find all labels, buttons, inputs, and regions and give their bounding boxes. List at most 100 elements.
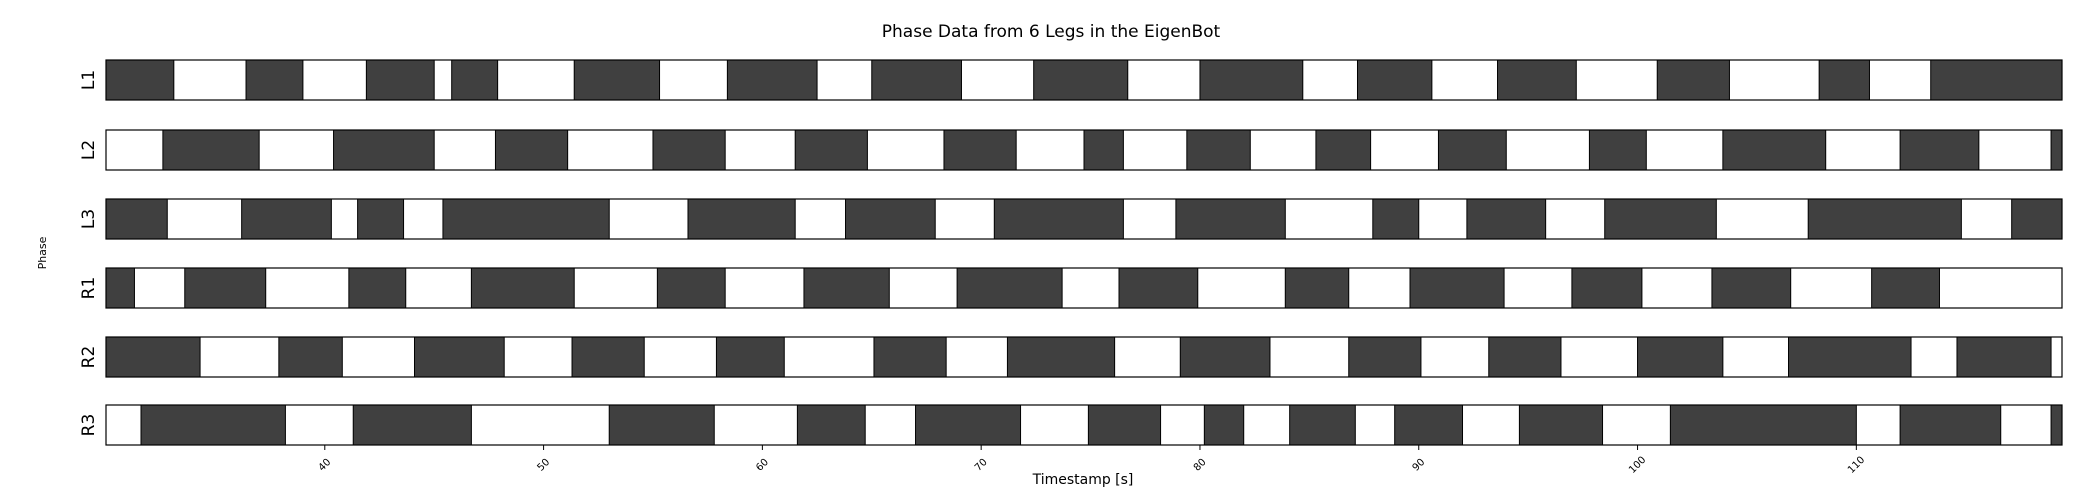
stance-segment xyxy=(1203,404,1245,446)
x-tick-label: 40 xyxy=(317,457,334,474)
stance-segment xyxy=(1315,129,1372,171)
stance-segment xyxy=(1788,336,1912,378)
stance-segment xyxy=(1956,336,2052,378)
leg-label: R1 xyxy=(79,277,99,300)
stance-segment xyxy=(1199,59,1304,101)
stance-segment xyxy=(348,267,407,309)
stance-segment xyxy=(1722,129,1827,171)
stance-segment xyxy=(105,198,168,240)
leg-label: L3 xyxy=(79,209,99,229)
leg-row-r3: R3 xyxy=(79,404,2063,446)
stance-segment xyxy=(1656,59,1730,101)
stance-segment xyxy=(1284,267,1350,309)
stance-segment xyxy=(357,198,405,240)
stance-segment xyxy=(726,59,818,101)
stance-segment xyxy=(1818,59,1870,101)
stance-segment xyxy=(1356,59,1433,101)
stance-segment xyxy=(1348,336,1422,378)
stance-segment xyxy=(1711,267,1792,309)
stance-segment xyxy=(184,267,267,309)
stance-segment xyxy=(1175,198,1286,240)
stance-segment xyxy=(687,198,796,240)
stance-segment xyxy=(956,267,1063,309)
stance-segment xyxy=(1179,336,1271,378)
stance-segment xyxy=(1118,267,1199,309)
stance-segment xyxy=(245,59,304,101)
stance-segment xyxy=(1394,404,1464,446)
stance-segment xyxy=(1006,336,1116,378)
stance-segment xyxy=(652,129,726,171)
stance-segment xyxy=(494,129,569,171)
stance-segment xyxy=(1372,198,1420,240)
row-frame xyxy=(105,198,2063,240)
stance-segment xyxy=(845,198,936,240)
x-axis-label: Timestamp [s] xyxy=(1032,472,1134,488)
stance-segment xyxy=(656,267,726,309)
stance-segment xyxy=(1087,404,1162,446)
stance-segment xyxy=(571,336,645,378)
row-frame xyxy=(105,267,2063,309)
stance-segment xyxy=(715,336,785,378)
stance-segment xyxy=(1899,129,1980,171)
stance-segment xyxy=(1637,336,1724,378)
stance-segment xyxy=(873,336,947,378)
stance-segment xyxy=(333,129,435,171)
stance-segment xyxy=(943,129,1017,171)
row-frame xyxy=(105,59,2063,101)
x-tick-label: 50 xyxy=(535,457,552,474)
stance-segment xyxy=(1488,336,1562,378)
stance-segment xyxy=(470,267,575,309)
x-tick-label: 100 xyxy=(1627,455,1648,476)
stance-segment xyxy=(1083,129,1124,171)
leg-row-r2: R2 xyxy=(79,336,2063,378)
x-tick-label: 70 xyxy=(973,457,990,474)
chart-title: Phase Data from 6 Legs in the EigenBot xyxy=(882,22,1221,42)
leg-row-l1: L1 xyxy=(79,59,2063,101)
stance-segment xyxy=(1899,404,2002,446)
stance-segment xyxy=(1930,59,2063,101)
stance-segment xyxy=(915,404,1022,446)
stance-segment xyxy=(140,404,286,446)
leg-row-l2: L2 xyxy=(79,129,2063,171)
stance-segment xyxy=(241,198,332,240)
stance-segment xyxy=(1571,267,1643,309)
y-axis-label: Phase xyxy=(36,236,49,269)
stance-segment xyxy=(796,404,866,446)
stance-segment xyxy=(105,336,201,378)
stance-segment xyxy=(794,129,868,171)
leg-row-l3: L3 xyxy=(79,198,2063,240)
stance-segment xyxy=(1807,198,1962,240)
x-tick-label: 80 xyxy=(1192,457,1209,474)
stance-segment xyxy=(1669,404,1857,446)
stance-segment xyxy=(1604,198,1717,240)
leg-label: R3 xyxy=(79,414,99,437)
stance-segment xyxy=(278,336,343,378)
stance-segment xyxy=(1033,59,1129,101)
x-axis: 40 50 60 70 80 90 100 110 xyxy=(317,445,1867,476)
stance-segment xyxy=(162,129,260,171)
stance-segment xyxy=(105,59,175,101)
stance-segment xyxy=(1289,404,1356,446)
stance-segment xyxy=(1871,267,1940,309)
x-tick-label: 110 xyxy=(1846,455,1867,476)
stance-segment xyxy=(1497,59,1577,101)
stance-segment xyxy=(1588,129,1647,171)
row-frame xyxy=(105,336,2063,378)
stance-segment xyxy=(573,59,661,101)
row-frame xyxy=(105,129,2063,171)
stance-segment xyxy=(993,198,1124,240)
x-tick-label: 60 xyxy=(754,457,771,474)
stance-segment xyxy=(2050,404,2063,446)
stance-segment xyxy=(442,198,610,240)
leg-rows: L1 L2 L3 R1 R2 R3 xyxy=(79,59,2063,446)
stance-segment xyxy=(352,404,472,446)
stance-segment xyxy=(2011,198,2063,240)
stance-segment xyxy=(871,59,962,101)
stance-segment xyxy=(1518,404,1604,446)
stance-segment xyxy=(365,59,435,101)
leg-row-r1: R1 xyxy=(79,267,2063,309)
stance-segment xyxy=(451,59,499,101)
row-frame xyxy=(105,404,2063,446)
leg-label: L1 xyxy=(79,70,99,90)
